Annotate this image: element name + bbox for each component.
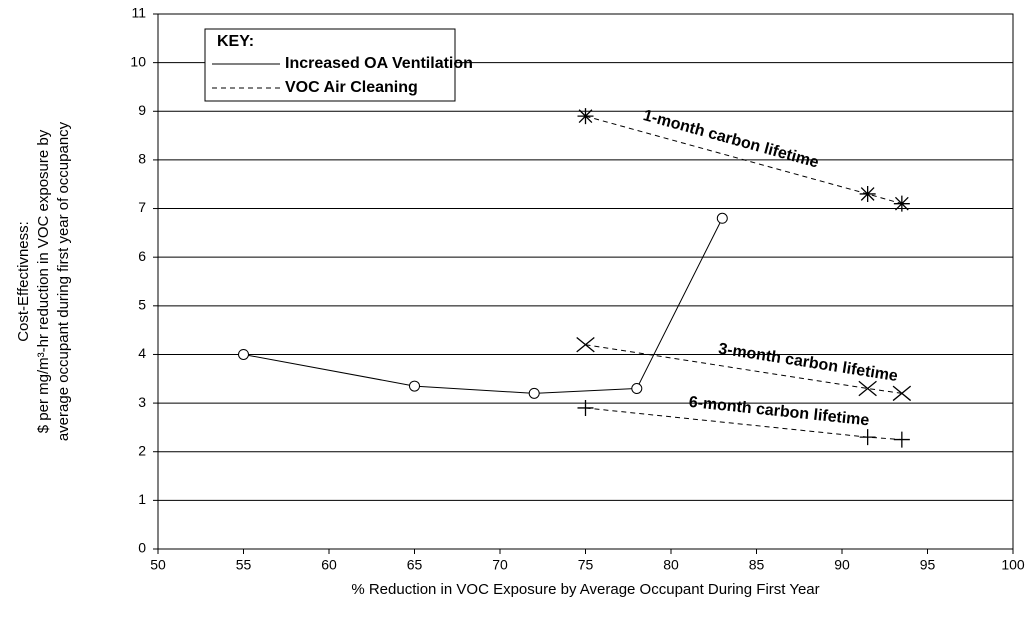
x-tick-label: 80 [663, 557, 679, 573]
y-tick-label: 4 [138, 345, 146, 361]
x-tick-label: 90 [834, 557, 850, 573]
plot-border [157, 13, 1014, 550]
legend-label: Increased OA Ventilation [285, 55, 473, 72]
series-label: 3-month carbon lifetime [717, 340, 899, 385]
y-tick-label: 8 [138, 151, 146, 167]
y-tick-label: 5 [138, 297, 146, 313]
y-tick-label: 3 [138, 394, 146, 410]
x-tick-label: 100 [1001, 557, 1025, 573]
x-tick-label: 65 [407, 557, 423, 573]
marker [859, 185, 876, 202]
y-axis-label: average occupant during first year of oc… [55, 121, 72, 441]
marker [409, 380, 420, 392]
legend-box [204, 28, 456, 102]
x-axis-label: % Reduction in VOC Exposure by Average O… [351, 581, 819, 598]
marker [577, 108, 594, 125]
y-axis-label: $ per mg/m³-hr reduction in VOC exposure… [35, 129, 52, 433]
y-tick-label: 0 [138, 540, 146, 556]
y-tick-label: 7 [138, 199, 146, 215]
y-tick-label: 9 [138, 102, 146, 118]
marker [893, 195, 910, 212]
legend-title: KEY: [217, 33, 254, 50]
marker [892, 385, 912, 402]
y-tick-label: 11 [131, 5, 146, 21]
y-tick-label: 1 [138, 491, 146, 507]
marker [528, 387, 540, 399]
marker [893, 431, 910, 448]
y-tick-label: 10 [130, 53, 146, 69]
y-axis-label: Cost-Effectivness: [15, 221, 32, 342]
marker [577, 399, 594, 416]
marker [576, 337, 595, 353]
marker [716, 212, 728, 224]
x-tick-label: 75 [578, 557, 594, 573]
legend-label: VOC Air Cleaning [285, 79, 418, 96]
x-tick-label: 95 [920, 557, 936, 573]
x-tick-label: 50 [150, 557, 166, 573]
series-label: 6-month carbon lifetime [688, 394, 870, 430]
marker [858, 380, 877, 397]
y-tick-label: 6 [138, 248, 146, 264]
x-tick-label: 85 [749, 557, 765, 573]
marker [859, 429, 876, 446]
x-tick-label: 60 [321, 557, 337, 573]
series-line [585, 344, 902, 394]
x-tick-label: 55 [236, 557, 252, 573]
x-tick-label: 70 [492, 557, 508, 573]
y-tick-label: 2 [138, 442, 146, 458]
marker [238, 348, 249, 360]
marker [631, 383, 643, 394]
